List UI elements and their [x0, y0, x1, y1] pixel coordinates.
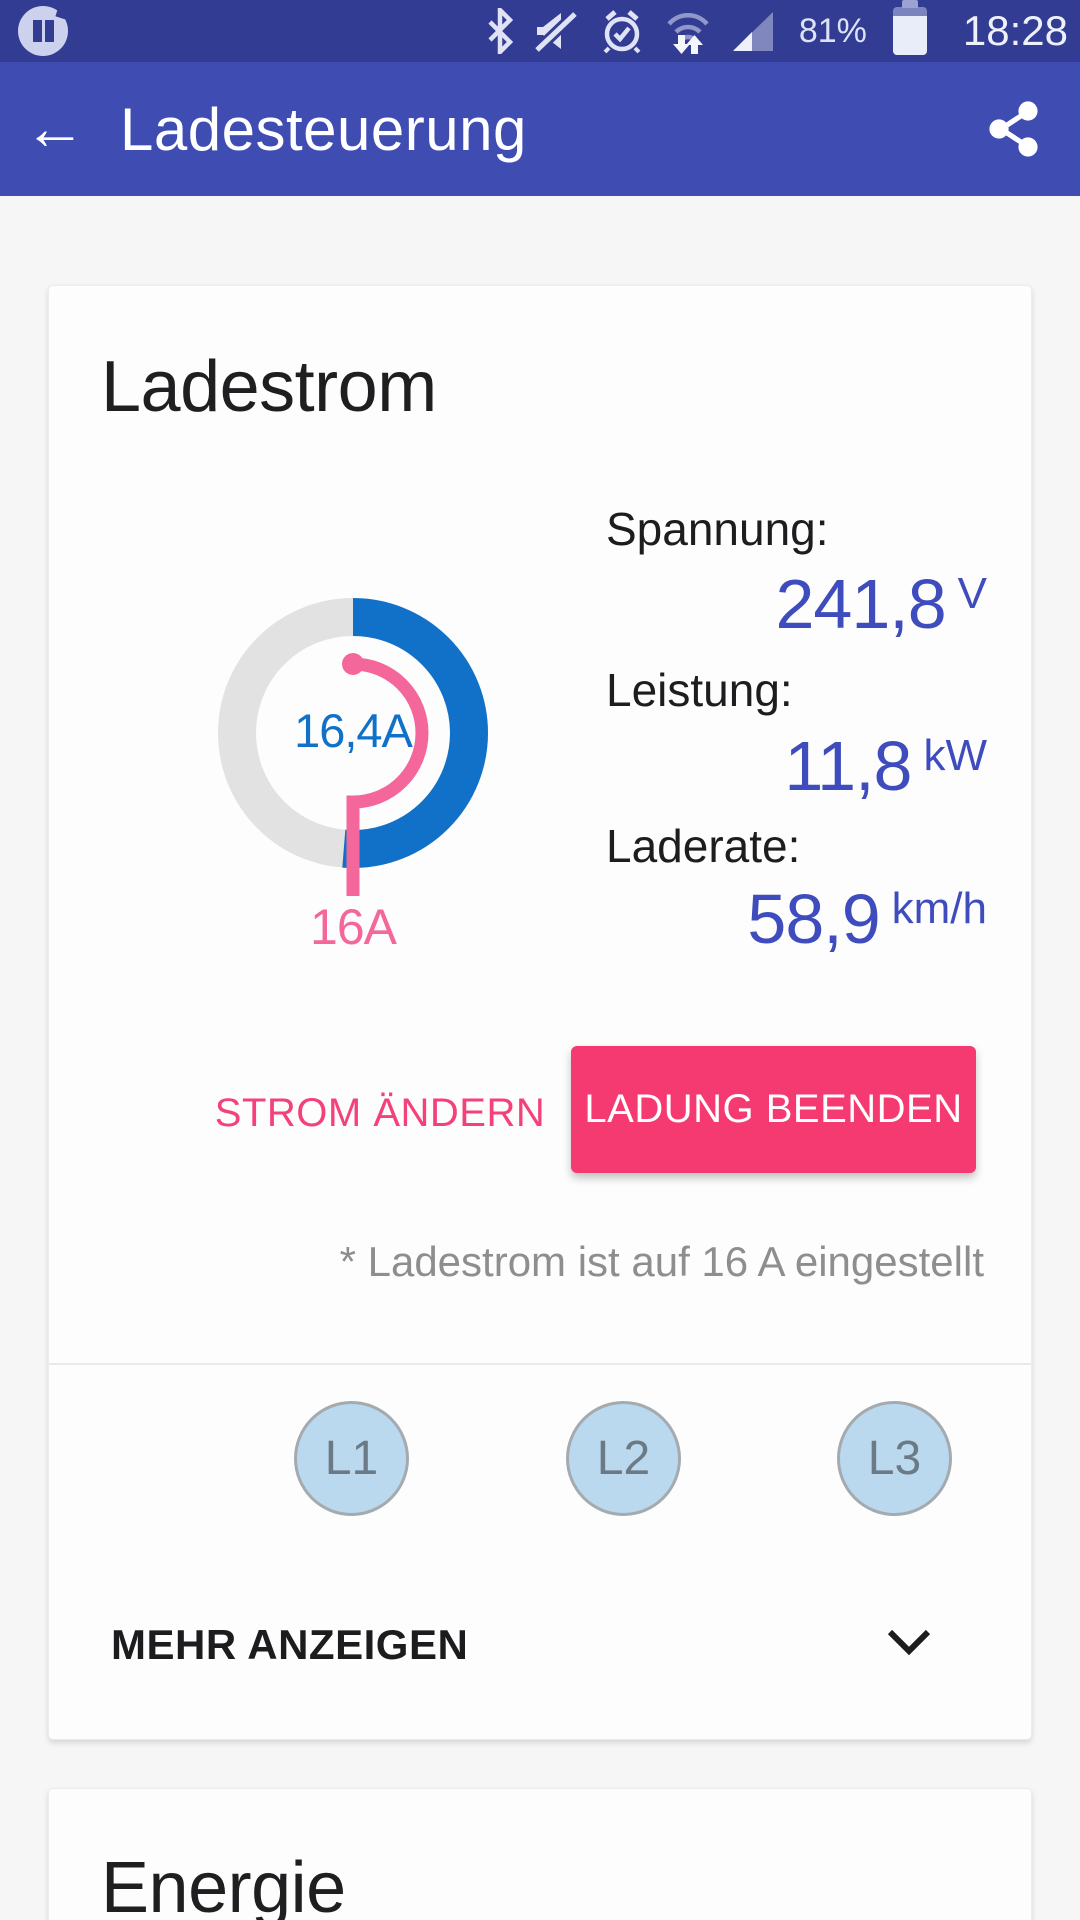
reading-value-spannung: 241,8 V [775, 565, 987, 643]
card-divider [49, 1363, 1031, 1365]
share-button[interactable] [986, 99, 1042, 159]
phase-button-l2[interactable]: L2 [566, 1401, 681, 1516]
ladestrom-title: Ladestrom [101, 347, 437, 427]
battery-percent: 81% [798, 11, 867, 50]
app-bar: ← Ladesteuerung [0, 62, 1080, 196]
phase-label: L3 [867, 1432, 922, 1485]
show-more-row[interactable]: MEHR ANZEIGEN [49, 1606, 1031, 1686]
phase-label: L1 [324, 1432, 379, 1485]
page-title: Ladesteuerung [120, 95, 527, 163]
energie-title: Energie [101, 1848, 346, 1920]
charge-current-gauge: 16,4A [203, 585, 503, 905]
gauge-actual-value: 16,4A [294, 704, 413, 757]
phase-button-l3[interactable]: L3 [837, 1401, 952, 1516]
chevron-down-icon [886, 1628, 932, 1661]
share-icon [989, 101, 1038, 157]
gauge-set-indicator [346, 657, 429, 896]
phase-button-l1[interactable]: L1 [294, 1401, 409, 1516]
reading-label-spannung: Spannung: [606, 503, 829, 555]
wifi-updown-icon [665, 7, 711, 55]
stop-charging-button[interactable]: LADUNG BEENDEN [571, 1046, 976, 1173]
back-arrow-icon[interactable]: ← [24, 94, 86, 163]
status-bar: 81% 18:28 [0, 0, 1080, 62]
ladestrom-card: Ladestrom 16,4A 16A Spannung: 241,8 V Lei… [48, 285, 1032, 1740]
phase-label: L2 [596, 1432, 651, 1485]
alarm-icon [599, 8, 645, 54]
sound-muted-icon [533, 8, 579, 54]
reading-label-leistung: Leistung: [606, 664, 793, 716]
reading-value-laderate: 58,9 km/h [747, 880, 987, 958]
charge-current-footnote: * Ladestrom ist auf 16 A eingestellt [339, 1238, 984, 1285]
change-current-button[interactable]: STROM ÄNDERN [214, 1090, 546, 1135]
show-more-label: MEHR ANZEIGEN [111, 1621, 469, 1668]
reading-value-leistung: 11,8 kW [784, 727, 987, 805]
battery-icon [892, 0, 927, 55]
energie-card: Energie [48, 1788, 1032, 1920]
signal-strength-icon [731, 9, 775, 53]
paused-app-notification-icon [18, 3, 75, 56]
gauge-set-value: 16A [310, 899, 397, 955]
gauge-indicator-dot [342, 653, 364, 675]
bluetooth-icon [487, 8, 513, 54]
status-time: 18:28 [962, 7, 1068, 54]
reading-label-laderate: Laderate: [606, 820, 801, 872]
